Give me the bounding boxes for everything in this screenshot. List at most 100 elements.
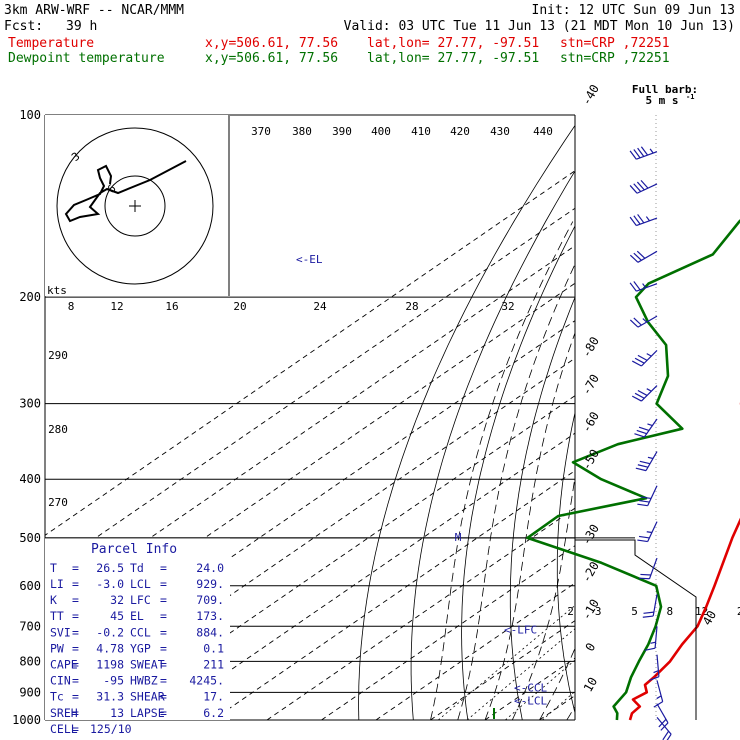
theta-label: 440: [533, 125, 553, 138]
dry-adiabat: [647, 115, 740, 733]
mixing-ratio-label: 3: [595, 605, 602, 618]
wind-barb: [631, 350, 658, 367]
wind-barb-feather: [638, 499, 650, 503]
theta-label: 280: [48, 423, 68, 436]
wind-barb-unit: 5 m s: [645, 94, 678, 107]
wind-barb-staff: [656, 680, 664, 702]
wind-barb-feather: [629, 254, 639, 263]
parcel-info-cell: 4245.: [189, 674, 224, 688]
isotherm-line: [48, 357, 575, 720]
parcel-info-cell: SREH: [50, 706, 78, 720]
level-marker: <-CCL: [514, 682, 547, 695]
dewpoint-latlon: lat,lon= 27.77, -97.51: [367, 51, 539, 66]
wind-barb-feather: [662, 730, 670, 740]
wind-barb-feather: [635, 467, 647, 472]
parcel-info-cell: =: [72, 657, 79, 671]
parcel-info-title: Parcel Info: [91, 542, 177, 557]
parcel-info-cell: HWBZ: [130, 674, 158, 688]
wind-barb-feather: [640, 179, 649, 189]
wind-barb: [642, 594, 658, 618]
wind-barb-feather: [636, 250, 646, 259]
wind-barb-caption: Full barb:: [632, 83, 698, 96]
parcel-lift-marker: M: [455, 531, 462, 544]
moist-adiabat: [539, 647, 575, 720]
parcel-info-cell: 211: [203, 657, 224, 671]
wind-barb-feather: [640, 496, 652, 500]
dry-adiabat: [556, 410, 575, 715]
model-title: 3km ARW-WRF -- NCAR/MMM: [4, 3, 184, 18]
parcel-info-cell: =: [72, 625, 79, 639]
level-marker: <-LFC: [504, 624, 537, 637]
parcel-info-cell: LCL: [130, 577, 151, 591]
wind-barb: [629, 179, 658, 194]
isotherm-line: [539, 695, 575, 720]
parcel-info-cell: =: [72, 674, 79, 688]
wind-barb-feather: [637, 354, 648, 361]
parcel-info-cell: 884.: [196, 625, 224, 639]
temperature-station: stn=CRP ,72251: [560, 36, 670, 51]
pressure-label: 200: [19, 290, 41, 304]
moist-adiabat: [511, 475, 575, 720]
wind-barb-staff: [654, 626, 658, 649]
hodograph-speed-label: 24: [313, 300, 327, 313]
wind-barb-feather: [639, 460, 651, 465]
parcel-info-cell: CCL: [130, 625, 151, 639]
wind-barb-staff: [637, 315, 658, 328]
wind-barb-feather: [643, 611, 654, 614]
parcel-info-cell: -95: [103, 674, 124, 688]
parcel-info-cell: =: [72, 722, 79, 736]
isotherm-line: [212, 470, 575, 720]
wind-barb-staff: [636, 151, 658, 160]
parcel-info-cell: =: [160, 706, 167, 720]
dry-adiabat: [461, 225, 575, 720]
isotherm-line: [45, 282, 575, 649]
wind-barb: [644, 626, 658, 651]
wind-barb: [639, 557, 658, 580]
hodograph-speed-label: 8: [68, 300, 75, 313]
isotherm-line: [45, 320, 575, 686]
wind-barb-feather: [631, 360, 642, 367]
isotherm-label: -40: [579, 82, 602, 108]
wind-barb-feather: [634, 392, 645, 399]
wind-barb-feather: [633, 281, 641, 291]
parcel-info-cell: YGP: [130, 641, 151, 655]
isotherm-label: 10: [581, 675, 600, 695]
wind-barb-feather: [629, 282, 637, 292]
isotherm-label: 40: [700, 608, 719, 628]
wind-barb-feather: [637, 389, 648, 396]
parcel-info-cell: TT: [50, 609, 64, 623]
wind-barb: [634, 418, 658, 438]
moist-adiabat: [649, 222, 740, 721]
isotherm-label: -30: [579, 522, 602, 548]
wind-barb-feather: [637, 503, 648, 507]
wind-barb-feather: [642, 615, 654, 618]
wind-barb-staff: [637, 250, 658, 263]
isotherm-label: -10: [579, 597, 602, 623]
wind-barb: [629, 250, 658, 263]
parcel-info-cell: CELL: [50, 722, 78, 736]
parcel-info-cell: 31.3: [96, 690, 124, 704]
wind-barb-feather: [637, 214, 645, 224]
isotherm-label: -80: [579, 334, 602, 360]
theta-label: 290: [48, 349, 68, 362]
wind-barb-feather: [629, 150, 637, 160]
parcel-info-cell: =: [160, 641, 167, 655]
wind-barb-staff: [636, 217, 658, 227]
valid-time: Valid: 03 UTC Tue 11 Jun 13 (21 MDT Mon …: [344, 19, 735, 34]
temperature-latlon: lat,lon= 27.77, -97.51: [367, 36, 539, 51]
parcel-info-cell: =: [160, 593, 167, 607]
parcel-info-cell: 17.: [203, 690, 224, 704]
wind-barb-half-feather: [642, 283, 647, 289]
wind-barb: [653, 680, 664, 708]
dewpoint-xy: x,y=506.61, 77.56: [205, 51, 338, 66]
theta-label: 390: [332, 125, 352, 138]
isotherm-line: [45, 245, 575, 611]
dry-adiabat: [689, 115, 740, 733]
parcel-info-cell: CIN: [50, 674, 71, 688]
wind-barb: [648, 654, 660, 682]
hodograph-speed-label: 20: [233, 300, 246, 313]
theta-label: 370: [251, 125, 271, 138]
parcel-info-cell: 125/10: [90, 722, 132, 736]
pressure-label: 400: [19, 472, 41, 486]
sounding-traces: <-EL <-LFC <-CCL<-LCL M: [296, 219, 740, 721]
